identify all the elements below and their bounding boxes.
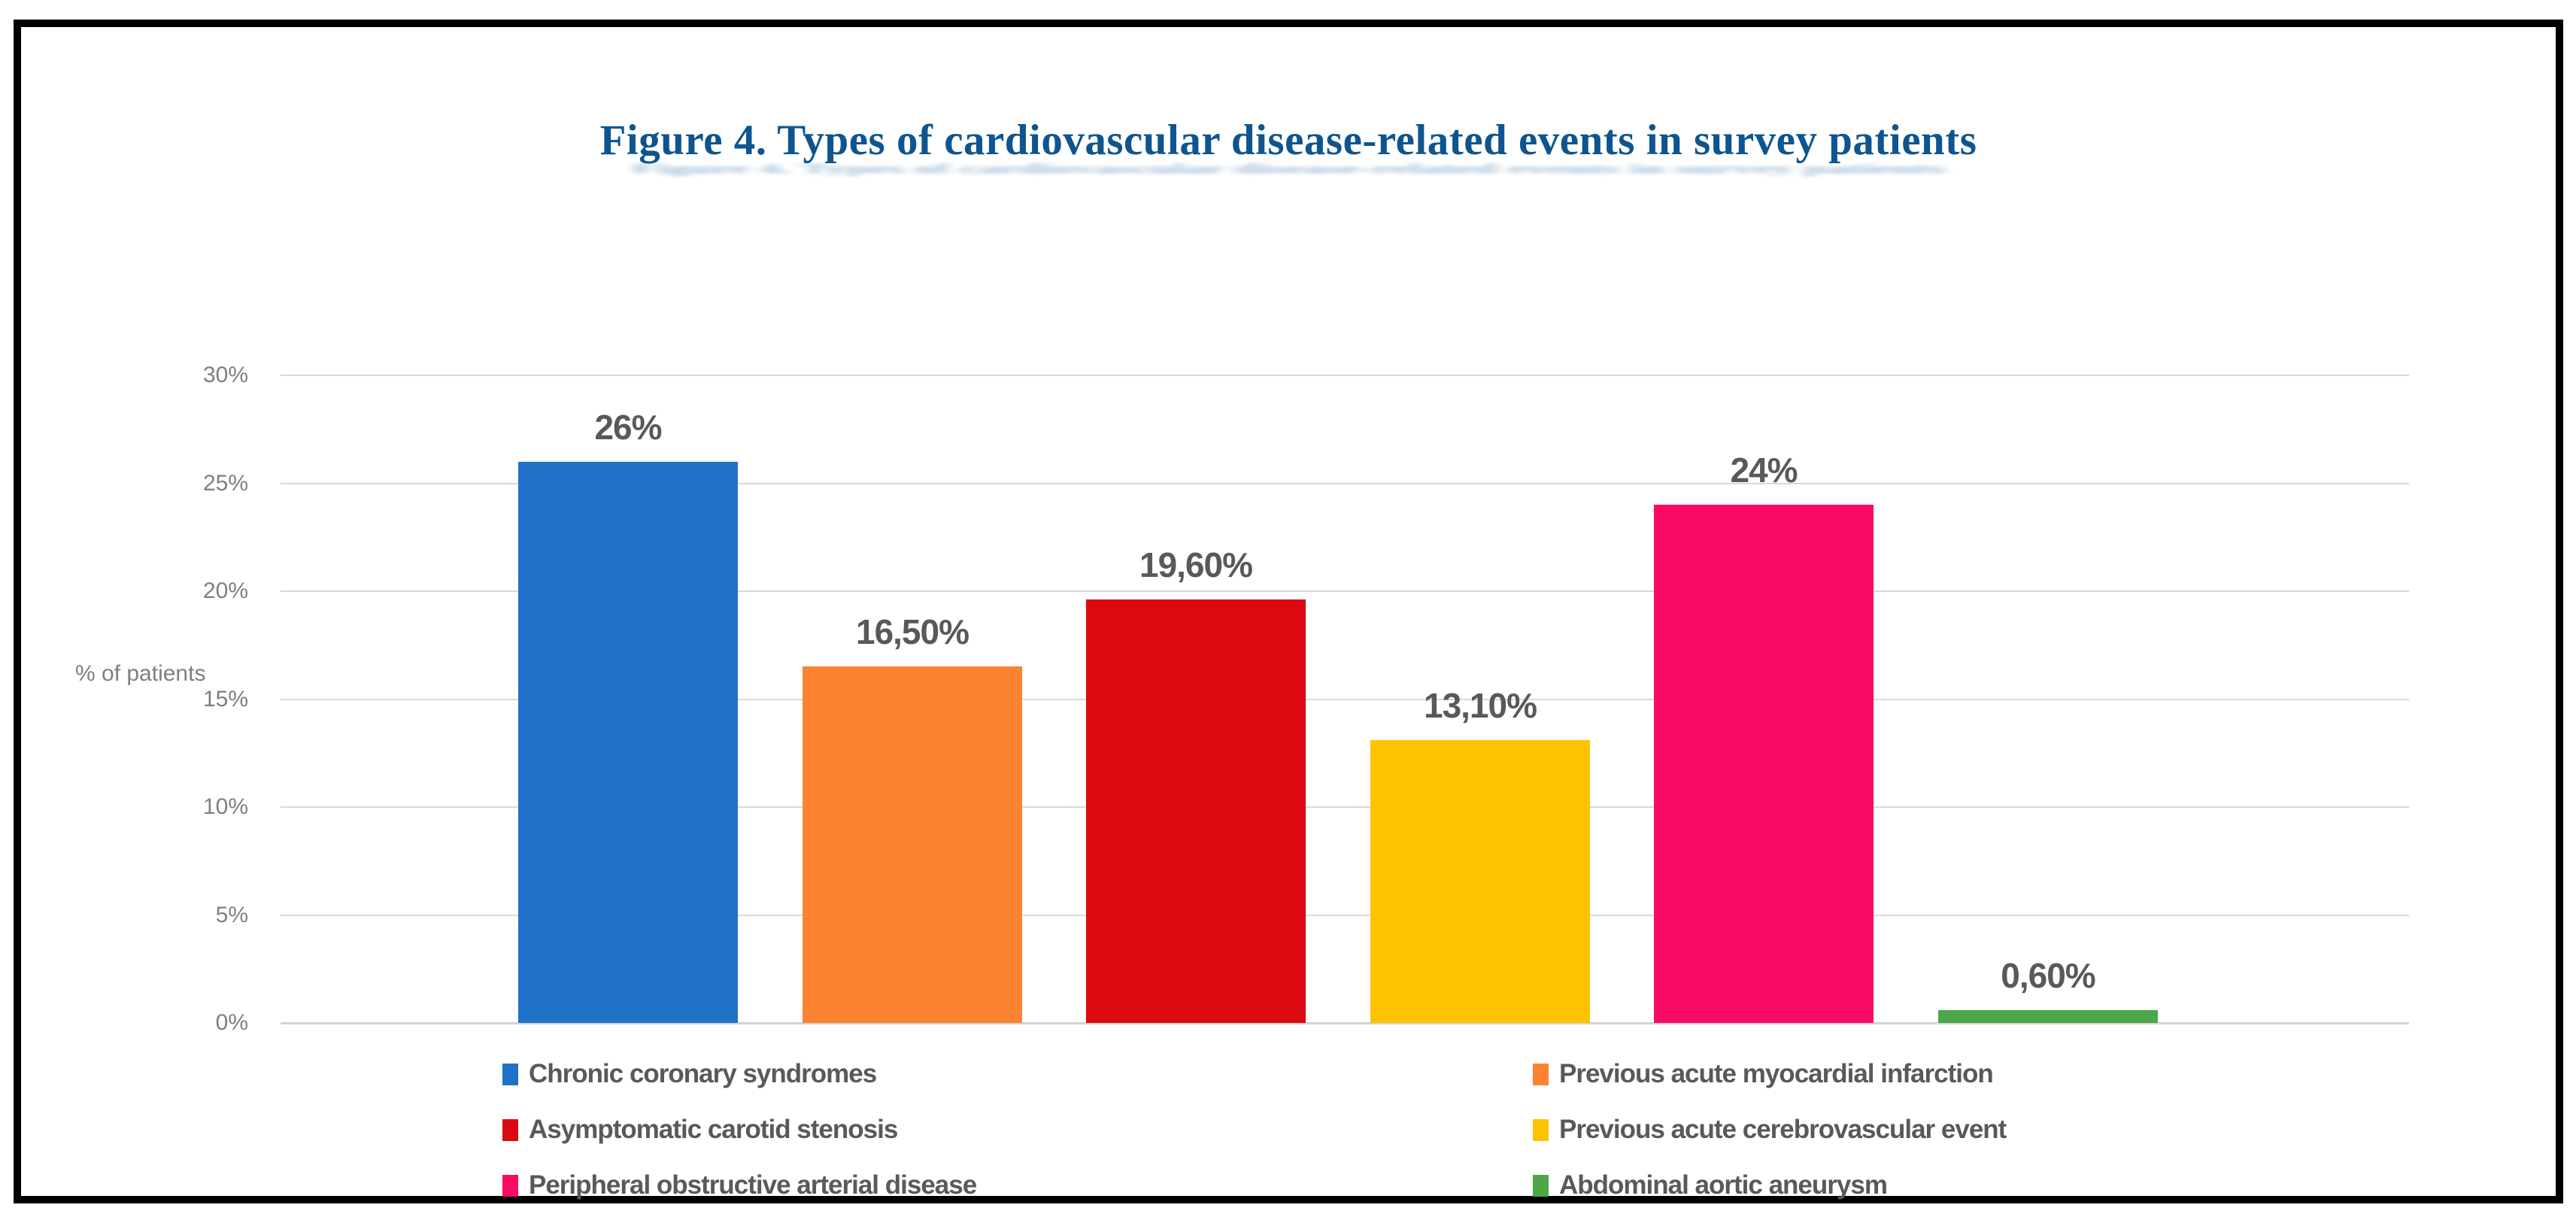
bar-value-label: 16,50%: [855, 612, 969, 651]
legend-item: Asymptomatic carotid stenosis: [502, 1111, 898, 1149]
gridline: [281, 590, 2409, 592]
legend-swatch-icon: [1533, 1118, 1549, 1141]
legend-label: Asymptomatic carotid stenosis: [529, 1115, 898, 1144]
bar-1: [518, 462, 738, 1023]
gridline: [281, 806, 2409, 808]
legend-item: Peripheral obstructive arterial disease: [502, 1167, 977, 1204]
bar-value-label: 24%: [1730, 451, 1798, 490]
legend-label: Previous acute myocardial infarction: [1559, 1059, 1994, 1088]
gridline: [281, 1022, 2409, 1024]
y-tick-label: 20%: [202, 578, 248, 603]
legend-swatch-icon: [1533, 1063, 1549, 1085]
legend-item: Chronic coronary syndromes: [502, 1055, 877, 1093]
legend-item: Previous acute myocardial infarction: [1533, 1055, 1994, 1093]
y-tick-label: 15%: [202, 686, 248, 712]
gridline: [281, 914, 2409, 916]
gridline: [281, 698, 2409, 700]
figure-frame: Figure 4. Types of cardiovascular diseas…: [14, 20, 2563, 1203]
y-tick-label: 30%: [202, 363, 248, 387]
bar-value-label: 26%: [594, 408, 662, 447]
legend-swatch-icon: [1533, 1174, 1549, 1197]
y-tick-label: 10%: [202, 794, 248, 819]
figure-title: Figure 4. Types of cardiovascular diseas…: [599, 117, 1977, 164]
bar-3: [1086, 599, 1306, 1023]
bar-2: [803, 666, 1022, 1023]
y-axis-label: % of patients: [75, 661, 206, 686]
legend-swatch-icon: [502, 1118, 518, 1141]
legend-swatch-icon: [502, 1174, 518, 1197]
legend-label: Chronic coronary syndromes: [529, 1059, 877, 1088]
bar-value-label: 13,10%: [1423, 686, 1537, 725]
legend-item: Abdominal aortic aneurysm: [1533, 1167, 1888, 1204]
legend-label: Previous acute cerebrovascular event: [1559, 1115, 2007, 1144]
y-tick-label: 25%: [202, 470, 248, 496]
gridline: [281, 482, 2409, 484]
legend-label: Abdominal aortic aneurysm: [1559, 1170, 1888, 1200]
legend-label: Peripheral obstructive arterial disease: [529, 1170, 977, 1200]
y-tick-label: 0%: [215, 1010, 248, 1035]
bar-6: [1938, 1010, 2158, 1023]
bar-4: [1370, 740, 1590, 1023]
y-tick-label: 5%: [215, 902, 248, 927]
bar-value-label: 19,60%: [1139, 545, 1253, 584]
bar-value-label: 0,60%: [2001, 956, 2095, 995]
bar-5: [1654, 505, 1874, 1023]
legend-swatch-icon: [502, 1063, 518, 1085]
gridline: [281, 375, 2409, 376]
legend-item: Previous acute cerebrovascular event: [1533, 1111, 2007, 1149]
